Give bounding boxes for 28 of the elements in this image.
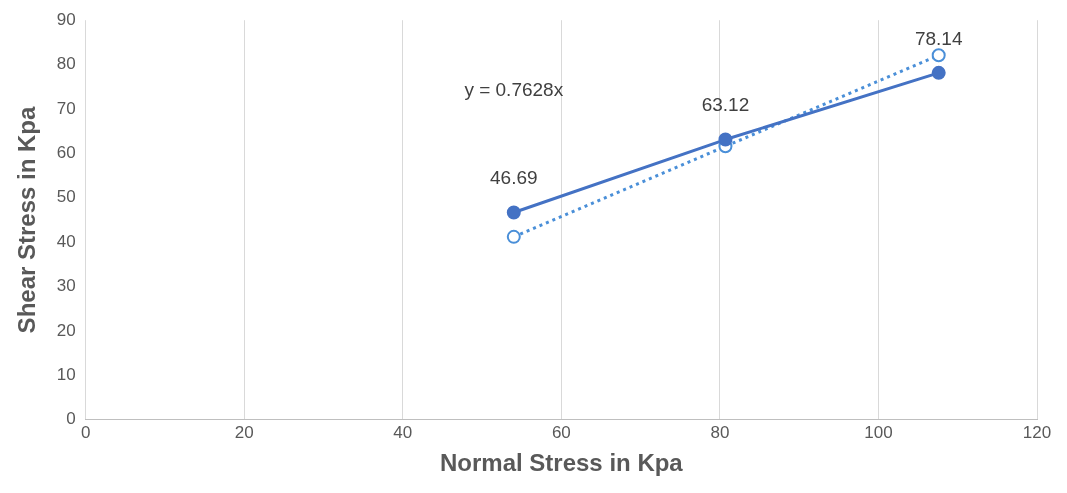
x-tick-label: 0 [80,422,91,442]
x-tick-label: 80 [710,422,730,442]
x-axis-title: Normal Stress in Kpa [439,449,684,477]
y-tick-label: 80 [56,54,76,74]
x-tick-label: 40 [393,422,413,442]
point [931,48,946,63]
point [506,229,521,244]
y-tick-label: 40 [56,231,76,251]
point [506,205,521,220]
y-tick-label: 20 [56,320,76,340]
point [931,65,946,80]
annotation: y = 0.7628x [464,78,564,100]
y-tick-label: 10 [56,365,76,385]
data-label: 63.12 [701,94,750,116]
x-tick-label: 60 [551,422,571,442]
y-tick-label: 90 [56,9,76,29]
x-tick-label: 120 [1022,422,1052,442]
y-tick-label: 50 [56,187,76,207]
data-label: 78.14 [914,27,963,49]
y-tick-label: 0 [66,409,76,429]
x-tick-label: 20 [234,422,254,442]
y-tick-label: 70 [56,98,76,118]
y-tick-label: 30 [56,276,76,296]
data-label: 46.69 [490,167,538,189]
x-tick-label: 100 [864,422,893,442]
y-axis-title: Shear Stress in Kpa [13,105,41,334]
point [718,132,733,147]
y-tick-label: 60 [56,143,76,163]
